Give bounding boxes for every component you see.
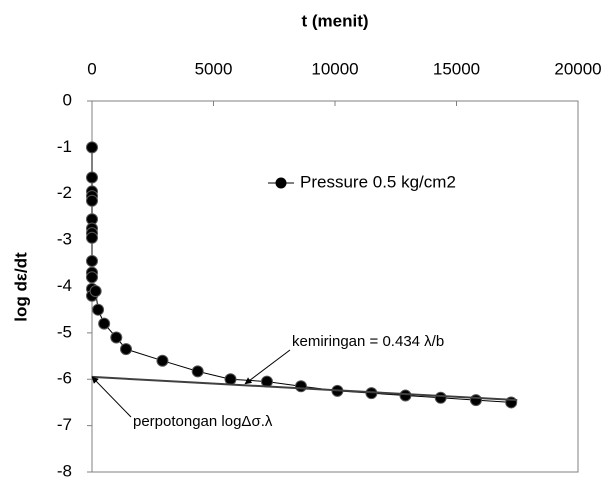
- y-tick-label: -7: [57, 415, 72, 434]
- annotation-arrow: [244, 349, 291, 385]
- legend-label: Pressure 0.5 kg/cm2: [300, 172, 456, 191]
- data-point: [92, 303, 105, 316]
- data-point: [294, 380, 307, 393]
- data-point: [86, 171, 98, 184]
- y-axis-label: log dε/dt: [11, 252, 30, 322]
- data-point: [120, 343, 133, 356]
- y-tick-label: 0: [63, 90, 72, 109]
- data-point: [98, 317, 111, 330]
- legend-marker: [275, 177, 287, 189]
- fit-line: [91, 375, 518, 402]
- data-point: [110, 331, 123, 344]
- data-point: [434, 391, 447, 404]
- annotation: perpotongan logΔσ.λ: [133, 413, 273, 430]
- x-tick-label: 15000: [433, 59, 480, 78]
- annotation-arrow: [91, 376, 132, 418]
- chart-title: t (menit): [301, 11, 368, 30]
- data-point: [224, 373, 237, 386]
- x-tick-label: 20000: [554, 59, 601, 78]
- data-point: [86, 271, 98, 284]
- data-point: [156, 354, 169, 367]
- y-tick-label: -4: [57, 276, 72, 295]
- annotation: kemiringan = 0.434 λ/b: [292, 333, 444, 350]
- x-tick-label: 10000: [311, 59, 358, 78]
- y-tick-label: -5: [57, 322, 72, 341]
- data-point: [86, 141, 98, 154]
- data-point: [86, 231, 98, 244]
- y-tick-label: -3: [57, 230, 72, 249]
- y-tick-label: -2: [57, 183, 72, 202]
- y-tick-label: -1: [57, 137, 72, 156]
- data-point: [191, 365, 204, 378]
- y-tick-label: -6: [57, 369, 72, 388]
- data-point: [86, 254, 98, 267]
- x-tick-label: 5000: [195, 59, 233, 78]
- data-point: [89, 285, 102, 298]
- data-point: [469, 394, 482, 407]
- data-point: [86, 194, 98, 207]
- x-tick-label: 0: [87, 59, 96, 78]
- y-tick-label: -8: [57, 461, 72, 480]
- data-point: [399, 389, 412, 402]
